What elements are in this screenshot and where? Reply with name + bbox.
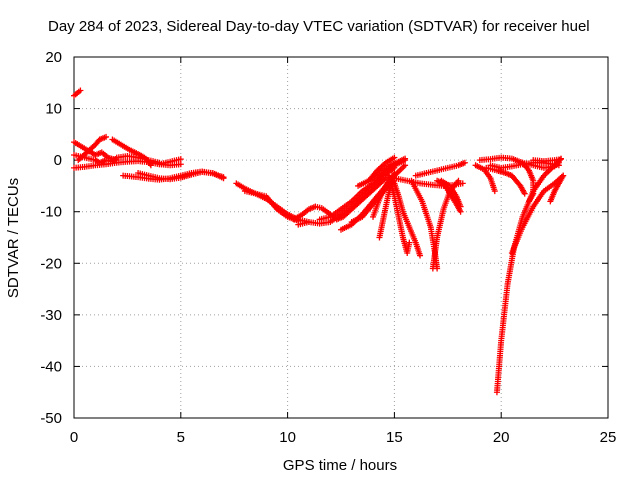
y-tick-label: -30: [40, 307, 62, 324]
x-axis-label: GPS time / hours: [283, 457, 397, 474]
data-point: [177, 161, 184, 168]
chart-title: Day 284 of 2023, Sidereal Day-to-day VTE…: [48, 18, 590, 35]
series-track-32: [472, 162, 498, 195]
data-point: [402, 155, 409, 162]
x-tick-label: 15: [386, 429, 403, 446]
data-point: [459, 180, 466, 187]
series-track-37: [547, 172, 567, 205]
y-axis-label: SDTVAR / TECUs: [5, 178, 22, 298]
data-point: [560, 172, 567, 179]
x-tick-label: 25: [600, 429, 617, 446]
series-track-35: [519, 159, 537, 205]
data-point: [406, 239, 413, 246]
data-point: [558, 156, 565, 163]
data-point: [457, 203, 464, 210]
series-track-26: [412, 159, 468, 179]
x-tick-label: 20: [493, 429, 510, 446]
data-point: [177, 156, 184, 163]
y-tick-label: -10: [40, 204, 62, 221]
series-track-08: [135, 169, 227, 183]
series-track-22: [387, 177, 413, 256]
series-track-23: [408, 177, 441, 272]
data-point: [103, 133, 110, 140]
series-track-18: [365, 154, 398, 184]
series-track-24: [429, 177, 462, 272]
x-tick-label: 0: [70, 429, 78, 446]
data-point: [491, 188, 498, 195]
data-point: [402, 162, 409, 169]
series-track-06: [109, 136, 154, 169]
y-tick-label: 10: [45, 101, 62, 118]
data-point: [220, 175, 227, 182]
x-tick-label: 5: [177, 429, 185, 446]
data-point: [525, 198, 532, 205]
y-tick-label: -20: [40, 255, 62, 272]
data-point: [77, 87, 84, 94]
series-track-17: [355, 155, 409, 189]
data-point: [457, 208, 464, 215]
data-point: [147, 162, 154, 169]
data-point: [461, 159, 468, 166]
series-track-28: [438, 177, 464, 210]
data-point: [417, 252, 424, 259]
series-track-01: [71, 87, 84, 99]
data-point: [113, 157, 120, 164]
axis-ticks: 0 5 10 15 20 25 -50 -40 -30 -20 -10 0 10 20: [40, 49, 616, 446]
grid: [74, 57, 608, 418]
plot-frame: [73, 56, 609, 419]
data-point: [391, 154, 398, 161]
data-marks: [71, 87, 567, 396]
series-track-27: [434, 177, 464, 215]
data-point: [521, 190, 528, 197]
y-tick-label: 20: [45, 49, 62, 66]
y-tick-label: -50: [40, 410, 62, 427]
y-tick-label: -40: [40, 358, 62, 375]
series-track-05: [75, 133, 110, 164]
series-track-11: [241, 188, 302, 224]
series-track-36: [530, 156, 565, 165]
series-track-25: [391, 175, 466, 189]
x-tick-label: 10: [279, 429, 296, 446]
series-track-09: [156, 156, 184, 168]
y-tick-label: 0: [54, 152, 62, 169]
